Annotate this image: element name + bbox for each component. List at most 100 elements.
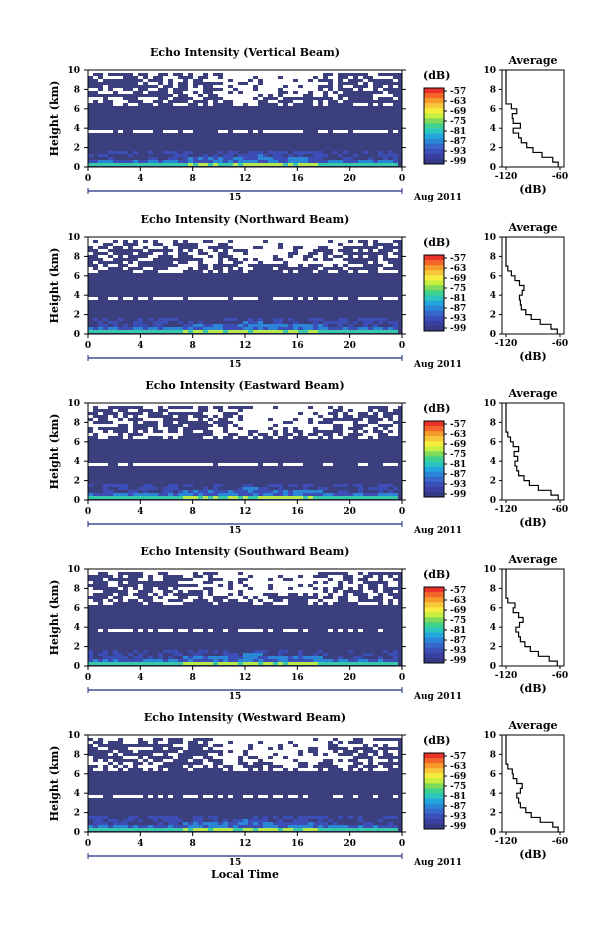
heatmap-cell (158, 318, 163, 321)
heatmap-cell (343, 484, 348, 487)
heatmap-cell (383, 735, 388, 738)
heatmap-cell (368, 744, 373, 747)
colorbar-swatch (424, 627, 444, 633)
heatmap-cell (88, 756, 93, 759)
date-day: 15 (229, 193, 242, 203)
heatmap-cell (378, 321, 383, 324)
heatmap-cell (183, 629, 188, 632)
heatmap-cell (363, 327, 368, 330)
colorbar-tick-label: -63 (450, 596, 466, 606)
heatmap-cell (308, 599, 313, 602)
heatmap-cell (193, 569, 198, 572)
heatmap-cell (348, 599, 353, 602)
heatmap-cell (153, 825, 158, 828)
heatmap-cell (373, 575, 378, 578)
heatmap-cell (348, 747, 353, 750)
heatmap-cell (308, 412, 313, 415)
heatmap-cell (98, 91, 103, 94)
heatmap-cell (248, 662, 253, 665)
heatmap-cell (333, 759, 338, 762)
heatmap-cell (393, 79, 398, 82)
heatmap-cell (203, 762, 208, 765)
heatmap-cell (283, 762, 288, 765)
heatmap-cell (373, 569, 378, 572)
heatmap-cell (258, 85, 263, 88)
heatmap-cell (153, 409, 158, 412)
heatmap-cell (248, 94, 253, 97)
heatmap-cell (113, 819, 118, 822)
colorbar-tick-label: -75 (450, 450, 466, 460)
heatmap-cell (263, 747, 268, 750)
heatmap-cell (173, 103, 178, 106)
heatmap-cell (103, 825, 108, 828)
heatmap-cell (133, 569, 138, 572)
heatmap-cell (178, 79, 183, 82)
heatmap-cell (153, 237, 158, 240)
heatmap-cell (308, 569, 313, 572)
heatmap-cell (243, 768, 248, 771)
heatmap-cell (193, 403, 198, 406)
heatmap-cell (218, 85, 223, 88)
heatmap-cell (163, 825, 168, 828)
heatmap-cell (258, 744, 263, 747)
heatmap-cell (353, 584, 358, 587)
heatmap-cell (383, 76, 388, 79)
heatmap-cell (158, 237, 163, 240)
heatmap-cell (108, 629, 113, 632)
heatmap-cell (308, 602, 313, 605)
heatmap-cells (88, 735, 402, 832)
heatmap-cell (363, 324, 368, 327)
heatmap-cell (313, 82, 318, 85)
heatmap-cell (343, 584, 348, 587)
heatmap-cell (238, 765, 243, 768)
heatmap-cell (158, 424, 163, 427)
heatmap-cell (363, 421, 368, 424)
heatmap-cell (348, 762, 353, 765)
heatmap-cell (138, 659, 143, 662)
heatmap-cell (298, 825, 303, 828)
average-y-tick-label: 8 (490, 418, 496, 428)
heatmap-cell (88, 409, 93, 412)
heatmap-cell (258, 163, 263, 166)
heatmap-cell (118, 659, 123, 662)
heatmap-cell (258, 795, 263, 798)
heatmap-cell (263, 430, 268, 433)
heatmap-cell (148, 825, 153, 828)
heatmap-cell (318, 433, 323, 436)
heatmap-cell (208, 330, 213, 333)
heatmap-cell (298, 496, 303, 499)
heatmap-cell (218, 587, 223, 590)
heatmap-cell (113, 572, 118, 575)
heatmap-cell (288, 412, 293, 415)
heatmap-cell (258, 421, 263, 424)
heatmap-cell (303, 264, 308, 267)
heatmap-cell (258, 430, 263, 433)
heatmap-cell (163, 596, 168, 599)
heatmap-cell (368, 822, 373, 825)
heatmap-cell (158, 753, 163, 756)
heatmap-cell (168, 327, 173, 330)
heatmap-cell (318, 157, 323, 160)
heatmap-cell (363, 237, 368, 240)
heatmap-cell (393, 750, 398, 753)
heatmap-cell (133, 321, 138, 324)
heatmap-cell (298, 768, 303, 771)
heatmap-cell (258, 403, 263, 406)
heatmap-cell (268, 255, 273, 258)
heatmap-cell (293, 581, 298, 584)
heatmap-cell (188, 415, 193, 418)
heatmap-cell (243, 324, 248, 327)
heatmap-cell (293, 795, 298, 798)
heatmap-cell (368, 424, 373, 427)
heatmap-cell (313, 327, 318, 330)
heatmap-cell (303, 572, 308, 575)
heatmap-cell (258, 487, 263, 490)
heatmap-cell (148, 487, 153, 490)
heatmap-cell (163, 240, 168, 243)
average-y-tick-label: 10 (483, 565, 496, 575)
heatmap-cell (138, 493, 143, 496)
heatmap-cell (393, 157, 398, 160)
heatmap-cell (308, 590, 313, 593)
heatmap-cell (293, 264, 298, 267)
heatmap-cell (258, 590, 263, 593)
